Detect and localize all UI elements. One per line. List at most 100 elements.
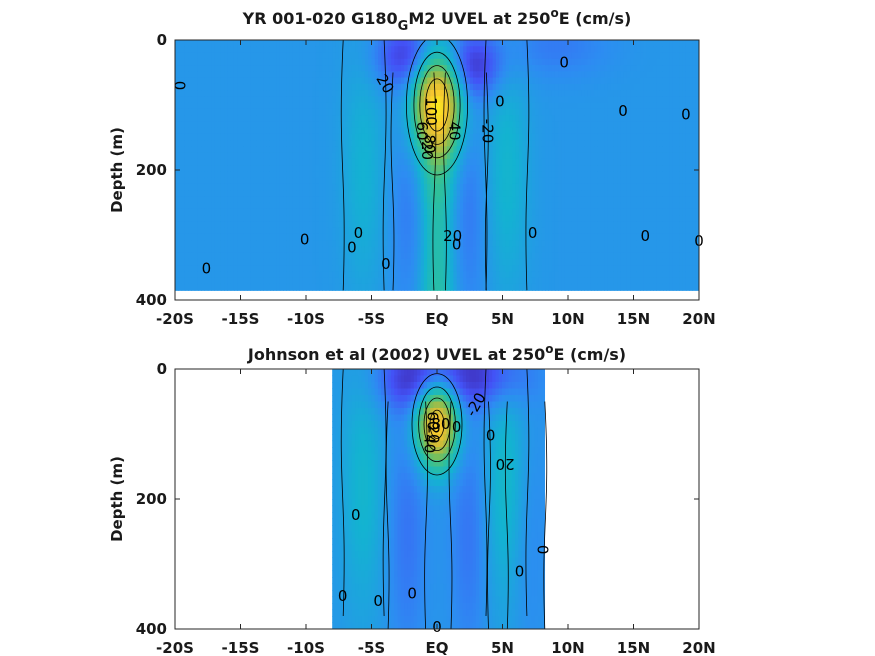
heatmap-cell: [554, 233, 559, 241]
heatmap-cell: [191, 108, 196, 116]
heatmap-cell: [256, 158, 261, 166]
heatmap-cell: [545, 40, 549, 47]
heatmap-cell: [492, 77, 497, 85]
heatmap-cell: [338, 171, 343, 179]
heatmap-cell: [328, 58, 333, 66]
heatmap-cell: [306, 258, 310, 266]
heatmap-cell: [466, 190, 471, 198]
heatmap-cell: [489, 271, 494, 279]
heatmap-cell: [197, 83, 202, 91]
heatmap-cell: [440, 108, 445, 116]
heatmap-cell: [420, 265, 425, 273]
heatmap-cell: [184, 90, 189, 97]
heatmap-cell: [499, 77, 504, 85]
heatmap-cell: [342, 158, 346, 166]
heatmap-cell: [191, 271, 196, 279]
heatmap-cell: [207, 77, 212, 85]
heatmap-cell: [397, 52, 402, 60]
heatmap-cell: [456, 96, 461, 104]
heatmap-cell: [407, 152, 412, 160]
heatmap-cell: [204, 271, 209, 279]
heatmap-cell: [541, 102, 546, 110]
heatmap-cell: [495, 115, 500, 122]
heatmap-cell: [545, 52, 549, 60]
heatmap-cell: [574, 208, 579, 216]
heatmap-cell: [427, 202, 432, 210]
heatmap-cell: [463, 102, 468, 110]
heatmap-cell: [568, 71, 572, 79]
heatmap-cell: [397, 190, 402, 198]
heatmap-cell: [568, 146, 572, 154]
heatmap-cell: [515, 227, 520, 235]
heatmap-cell: [224, 258, 229, 266]
heatmap-cell: [463, 233, 468, 241]
heatmap-cell: [489, 102, 494, 110]
heatmap-cell: [495, 108, 500, 116]
heatmap-cell: [263, 115, 268, 122]
heatmap-cell: [197, 158, 202, 166]
heatmap-cell: [531, 46, 536, 54]
heatmap-cell: [554, 140, 559, 147]
heatmap-cell: [463, 108, 468, 116]
heatmap-cell: [253, 96, 258, 104]
heatmap-cell: [269, 252, 274, 260]
heatmap-cell: [302, 196, 307, 204]
heatmap-cell: [489, 183, 494, 191]
heatmap-cell: [558, 271, 563, 279]
heatmap-cell: [273, 77, 278, 85]
heatmap-cell: [266, 65, 271, 72]
heatmap-cell: [207, 146, 212, 154]
heatmap-cell: [554, 227, 559, 235]
heatmap-cell: [502, 240, 507, 248]
heatmap-cell: [423, 90, 428, 97]
heatmap-cell: [466, 177, 471, 185]
heatmap-cell: [387, 96, 392, 104]
heatmap-cell: [256, 233, 261, 241]
heatmap-cell: [322, 127, 327, 135]
heatmap-cell: [312, 133, 317, 141]
heatmap-cell: [433, 183, 438, 191]
heatmap-cell: [489, 177, 494, 185]
heatmap-cell: [355, 196, 359, 204]
heatmap-cell: [207, 96, 212, 104]
heatmap-cell: [420, 115, 425, 122]
heatmap-cell: [247, 46, 251, 54]
heatmap-cell: [545, 65, 549, 72]
heatmap-cell: [450, 283, 454, 291]
heatmap-cell: [420, 108, 425, 116]
heatmap-cell: [410, 258, 415, 266]
heatmap-cell: [204, 46, 209, 54]
heatmap-cell: [309, 40, 314, 47]
heatmap-cell: [211, 121, 215, 129]
heatmap-cell: [283, 152, 287, 160]
heatmap-cell: [266, 277, 271, 285]
heatmap-cell: [214, 146, 219, 154]
heatmap-cell: [283, 71, 287, 79]
heatmap-cell: [473, 152, 477, 160]
heatmap-cell: [328, 71, 333, 79]
heatmap-cell: [338, 108, 343, 116]
heatmap-cell: [319, 90, 323, 97]
heatmap-cell: [230, 165, 235, 172]
heatmap-cell: [237, 258, 242, 266]
heatmap-cell: [263, 108, 268, 116]
heatmap-cell: [581, 46, 585, 54]
heatmap-cell: [561, 165, 566, 172]
heatmap-cell: [191, 121, 196, 129]
heatmap-cell: [535, 133, 540, 141]
heatmap-cell: [230, 96, 235, 104]
heatmap-cell: [473, 108, 477, 116]
heatmap-cell: [502, 265, 507, 273]
heatmap-cell: [191, 58, 196, 66]
heatmap-cell: [361, 171, 366, 179]
heatmap-cell: [175, 277, 179, 285]
heatmap-cell: [538, 158, 543, 166]
heatmap-cell: [191, 77, 196, 85]
heatmap-cell: [427, 152, 432, 160]
heatmap-cell: [306, 233, 310, 241]
heatmap-cell: [276, 196, 281, 204]
heatmap-cell: [224, 140, 229, 147]
heatmap-cell: [309, 208, 314, 216]
heatmap-cell: [378, 127, 382, 135]
heatmap-cell: [384, 133, 389, 141]
